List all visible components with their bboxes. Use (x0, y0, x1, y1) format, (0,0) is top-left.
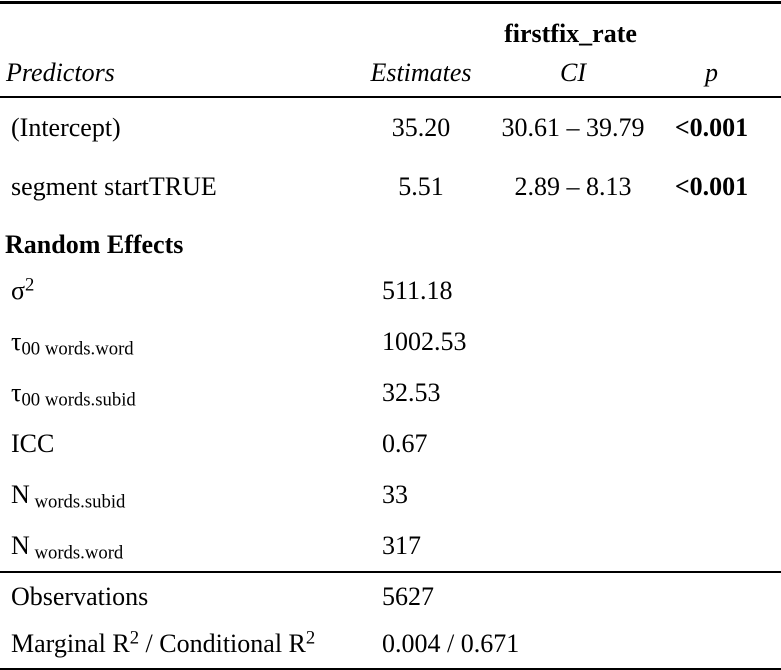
fixed-effect-row: segment startTRUE 5.51 2.89 – 8.13 <0.001 (0, 157, 781, 216)
n-words-subid-label: N words.subid (11, 480, 126, 513)
column-header-predictors: Predictors (0, 55, 360, 98)
column-header-row: Predictors Estimates CI p (0, 55, 781, 98)
estimate-cell: 35.20 (391, 113, 451, 142)
r-squared-label: Marginal R2 / Conditional R2 (11, 627, 316, 658)
random-effect-row-icc: ICC 0.67 (0, 418, 781, 469)
observations-value: 5627 (360, 571, 781, 620)
summary-row-r-squared: Marginal R2 / Conditional R2 0.004 / 0.67… (0, 620, 781, 669)
tau00-words-word-value: 1002.53 (382, 327, 467, 356)
n-words-subid-value: 33 (382, 480, 408, 509)
predictor-cell: segment startTRUE (11, 172, 217, 201)
icc-label: ICC (11, 429, 55, 458)
random-effect-row-sigma-squared: σ2 511.18 (0, 265, 781, 316)
random-effects-header: Random Effects (5, 230, 184, 259)
fixed-effect-row: (Intercept) 35.20 30.61 – 39.79 <0.001 (0, 97, 781, 157)
summary-row-observations: Observations 5627 (0, 571, 781, 620)
ci-cell: 30.61 – 39.79 (501, 113, 645, 142)
tau00-words-subid-value: 32.53 (382, 378, 441, 407)
column-header-p: p (664, 55, 781, 98)
model-summary-section: Observations 5627 Marginal R2 / Conditiona… (0, 571, 781, 669)
random-effect-row-tau00-words-word: τ00 words.word 1002.53 (0, 316, 781, 367)
p-value-cell: <0.001 (674, 113, 749, 142)
n-words-word-value: 317 (382, 531, 421, 560)
random-effect-row-tau00-words-subid: τ00 words.subid 32.53 (0, 367, 781, 418)
predictor-cell: (Intercept) (11, 113, 121, 142)
tau00-words-word-label: τ00 words.word (11, 327, 134, 360)
icc-value: 0.67 (382, 429, 428, 458)
random-effect-row-n-words-word: N words.word 317 (0, 520, 781, 572)
r-squared-value: 0.004 / 0.671 (382, 629, 520, 658)
tau00-words-subid-label: τ00 words.subid (11, 378, 136, 411)
fixed-effects-section: (Intercept) 35.20 30.61 – 39.79 <0.001 segme… (0, 97, 781, 216)
sigma-squared-label: σ2 (11, 274, 35, 305)
sigma-squared-value: 511.18 (382, 276, 453, 305)
random-effects-section: Random Effects σ2 511.18 τ00 words.word 1002… (0, 216, 781, 572)
corner-empty-cell (0, 3, 360, 56)
n-words-word-label: N words.word (11, 531, 124, 564)
dependent-variable-row: firstfix_rate (0, 3, 781, 56)
p-value-cell: <0.001 (674, 172, 749, 201)
random-effect-row-n-words-subid: N words.subid 33 (0, 469, 781, 520)
dependent-variable-label: firstfix_rate (504, 19, 637, 48)
random-effects-header-row: Random Effects (0, 216, 781, 265)
column-header-ci: CI (482, 55, 664, 98)
column-header-estimates: Estimates (360, 55, 482, 98)
ci-cell: 2.89 – 8.13 (514, 172, 632, 201)
observations-label: Observations (0, 571, 360, 620)
estimate-cell: 5.51 (398, 172, 444, 201)
